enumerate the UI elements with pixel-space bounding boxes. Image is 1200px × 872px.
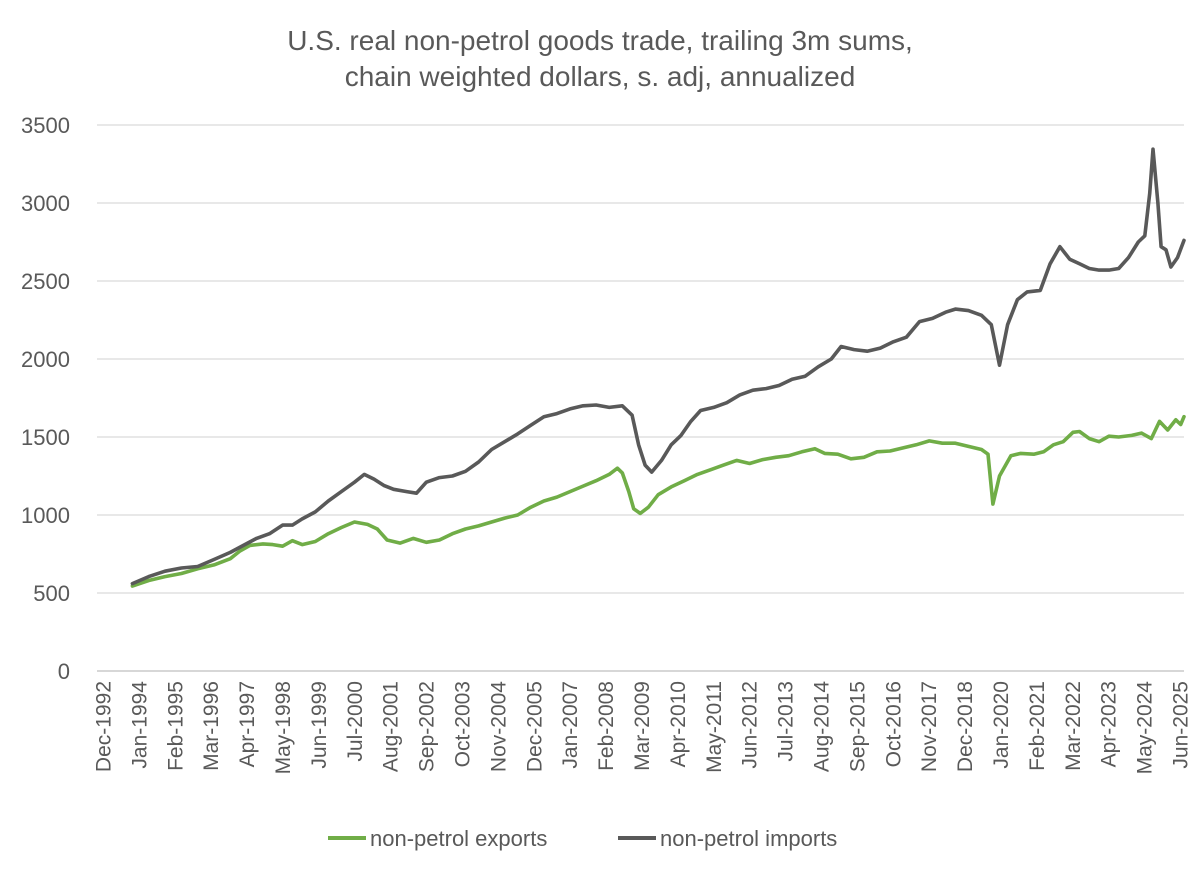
x-axis-tick-labels: Dec-1992 Jan-1994 Feb-1995 Mar-1996 Apr-1997… (93, 681, 1193, 775)
x-tick-label: Dec-2005 (523, 681, 546, 772)
chart-title-line-2: chain weighted dollars, s. adj, annualiz… (345, 61, 856, 92)
x-tick-label: Jul-2000 (344, 681, 367, 762)
x-tick-label: Jun-2025 (1170, 681, 1193, 769)
x-tick-label: Jun-1999 (308, 681, 331, 769)
x-tick-label: Dec-2018 (954, 681, 977, 772)
series-lines (130, 147, 1186, 588)
x-tick-label: May-2024 (1134, 681, 1157, 775)
y-tick-label: 1500 (21, 425, 70, 450)
x-tick-label: Apr-2023 (1098, 681, 1121, 767)
x-tick-label: Feb-1995 (164, 681, 187, 771)
x-tick-label: Oct-2003 (452, 681, 475, 767)
x-tick-label: Jan-1994 (128, 681, 151, 769)
x-tick-label: Apr-1997 (236, 681, 259, 767)
x-tick-label: Dec-1992 (93, 681, 116, 772)
x-tick-label: May-2011 (703, 681, 726, 773)
x-tick-label: Nov-2017 (918, 681, 941, 772)
x-tick-label: Jan-2007 (559, 681, 582, 769)
x-tick-label: Oct-2016 (882, 681, 905, 767)
x-tick-label: Feb-2021 (1026, 681, 1049, 771)
x-tick-label: Nov-2004 (487, 681, 510, 772)
series-line-imports (130, 147, 1186, 586)
y-tick-label: 0 (58, 659, 70, 684)
y-tick-label: 500 (33, 581, 70, 606)
y-tick-label: 3500 (21, 113, 70, 138)
x-tick-label: Mar-1996 (200, 681, 223, 771)
x-tick-label: Aug-2001 (380, 681, 403, 772)
x-tick-label: Mar-2022 (1062, 681, 1085, 771)
x-tick-label: Jan-2020 (990, 681, 1013, 769)
x-tick-label: Mar-2009 (631, 681, 654, 771)
y-tick-label: 2000 (21, 347, 70, 372)
x-tick-label: Apr-2010 (667, 681, 690, 767)
y-axis-tick-labels: 0 500 1000 1500 2000 2500 3000 3500 (21, 113, 70, 684)
x-tick-label: Sep-2002 (416, 681, 439, 772)
x-tick-label: Aug-2014 (811, 681, 834, 772)
x-tick-label: Sep-2015 (846, 681, 869, 772)
x-tick-label: May-1998 (272, 681, 295, 774)
x-tick-label: Jul-2013 (775, 681, 798, 762)
x-tick-label: Feb-2008 (595, 681, 618, 771)
chart-title-line-1: U.S. real non-petrol goods trade, traili… (287, 25, 913, 56)
y-tick-label: 2500 (21, 269, 70, 294)
legend-label-exports: non-petrol exports (370, 826, 547, 851)
y-tick-label: 3000 (21, 191, 70, 216)
gridlines (97, 124, 1184, 594)
legend: non-petrol exports non-petrol imports (328, 826, 837, 851)
x-tick-label: Jun-2012 (739, 681, 762, 769)
legend-label-imports: non-petrol imports (660, 826, 837, 851)
y-tick-label: 1000 (21, 503, 70, 528)
series-line-exports (130, 414, 1186, 588)
